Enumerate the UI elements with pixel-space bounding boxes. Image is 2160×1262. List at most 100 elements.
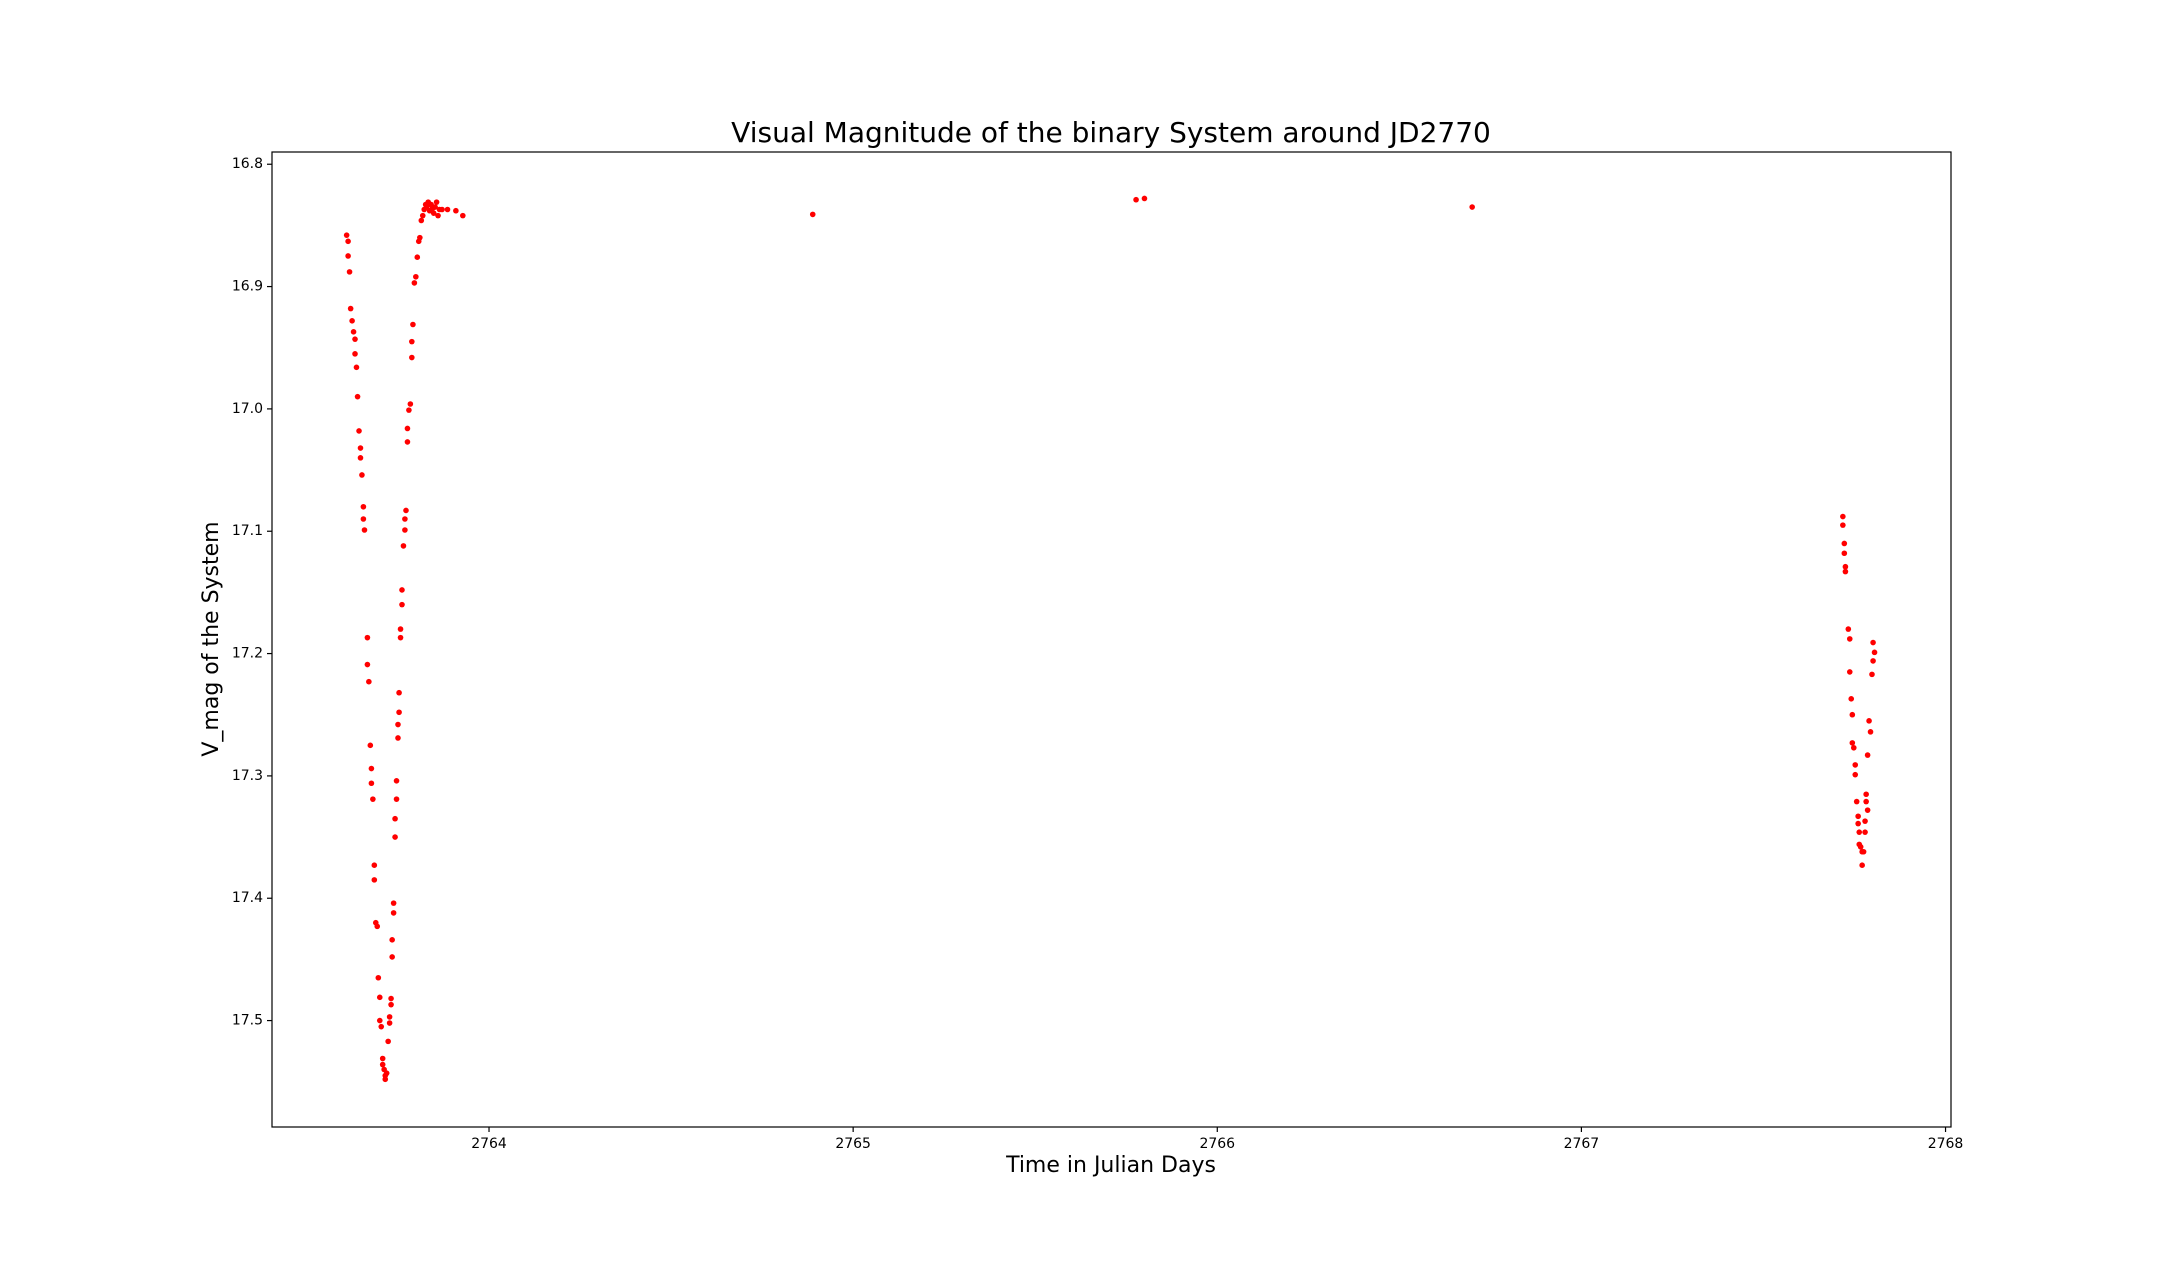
point bbox=[353, 364, 360, 371]
point bbox=[413, 273, 419, 280]
point bbox=[435, 212, 441, 219]
point bbox=[1469, 204, 1475, 210]
point bbox=[1850, 744, 1857, 751]
point bbox=[354, 393, 361, 400]
point bbox=[402, 527, 408, 533]
y-tick-label: 16.9 bbox=[232, 279, 263, 295]
point bbox=[1840, 522, 1846, 528]
point bbox=[1849, 740, 1856, 746]
point bbox=[1860, 848, 1867, 855]
point bbox=[1862, 818, 1868, 824]
point bbox=[444, 206, 451, 213]
point bbox=[1870, 658, 1876, 664]
point bbox=[1141, 195, 1148, 202]
point bbox=[453, 207, 459, 214]
point bbox=[345, 253, 351, 259]
x-tick-label: 2767 bbox=[1564, 1136, 1600, 1152]
point bbox=[1863, 798, 1869, 805]
point bbox=[403, 507, 409, 514]
plot-frame bbox=[271, 151, 1952, 1128]
point bbox=[1871, 649, 1878, 656]
point bbox=[1852, 771, 1859, 778]
point bbox=[389, 954, 395, 960]
point bbox=[1864, 807, 1871, 813]
point bbox=[409, 338, 415, 345]
point bbox=[1867, 729, 1874, 735]
point bbox=[1849, 711, 1856, 718]
point bbox=[1846, 669, 1853, 675]
point bbox=[357, 445, 364, 451]
x-tick-label: 2766 bbox=[1199, 1136, 1235, 1152]
point bbox=[371, 877, 378, 883]
point bbox=[368, 780, 375, 787]
point bbox=[1855, 813, 1861, 820]
y-tick-label: 17.3 bbox=[232, 768, 263, 784]
point bbox=[378, 1023, 385, 1030]
point bbox=[417, 234, 423, 241]
point bbox=[809, 211, 816, 218]
point bbox=[361, 527, 368, 533]
point bbox=[406, 407, 412, 413]
point bbox=[395, 735, 401, 741]
point bbox=[1855, 820, 1861, 827]
point bbox=[390, 910, 397, 916]
point bbox=[382, 1076, 389, 1083]
point bbox=[379, 1061, 386, 1068]
point bbox=[374, 923, 381, 930]
point bbox=[397, 634, 404, 641]
y-tick-label: 17.0 bbox=[232, 401, 263, 417]
point bbox=[1869, 671, 1875, 678]
x-tick-label: 2768 bbox=[1928, 1136, 1964, 1152]
point bbox=[364, 634, 371, 641]
point bbox=[396, 689, 402, 696]
point bbox=[368, 765, 375, 772]
point bbox=[343, 232, 350, 238]
point bbox=[396, 709, 402, 716]
point bbox=[350, 329, 357, 335]
point bbox=[433, 199, 440, 205]
point bbox=[376, 1017, 383, 1024]
point bbox=[347, 305, 354, 312]
point bbox=[411, 280, 418, 286]
point bbox=[1852, 762, 1859, 768]
point bbox=[392, 834, 398, 840]
point bbox=[1846, 636, 1853, 642]
point bbox=[352, 351, 358, 357]
point bbox=[1863, 791, 1869, 798]
y-tick-label: 17.2 bbox=[232, 646, 263, 662]
point bbox=[389, 937, 395, 943]
y-tick-label: 16.8 bbox=[232, 156, 263, 172]
point bbox=[1866, 718, 1872, 724]
point bbox=[1840, 513, 1846, 520]
point bbox=[439, 206, 445, 213]
point bbox=[407, 401, 414, 407]
point bbox=[346, 269, 353, 275]
point bbox=[410, 321, 416, 328]
point bbox=[386, 1020, 393, 1026]
point bbox=[404, 439, 411, 445]
point bbox=[366, 678, 372, 685]
point bbox=[1842, 563, 1849, 570]
point bbox=[345, 238, 351, 245]
x-axis-label: Time in Julian Days bbox=[1005, 1153, 1216, 1178]
point bbox=[399, 587, 405, 593]
point bbox=[388, 995, 394, 1002]
y-tick-label: 17.5 bbox=[232, 1013, 263, 1029]
point bbox=[379, 1055, 386, 1062]
point bbox=[364, 661, 371, 668]
point bbox=[418, 217, 425, 224]
point bbox=[392, 815, 398, 822]
point bbox=[370, 796, 376, 802]
point bbox=[432, 204, 438, 210]
point bbox=[1842, 568, 1849, 575]
y-tick-label: 17.4 bbox=[232, 890, 263, 906]
point bbox=[367, 742, 374, 749]
point bbox=[419, 212, 426, 219]
point bbox=[360, 516, 367, 522]
point bbox=[1841, 540, 1848, 547]
point bbox=[1845, 626, 1852, 632]
point bbox=[386, 1014, 393, 1020]
point bbox=[359, 472, 365, 478]
